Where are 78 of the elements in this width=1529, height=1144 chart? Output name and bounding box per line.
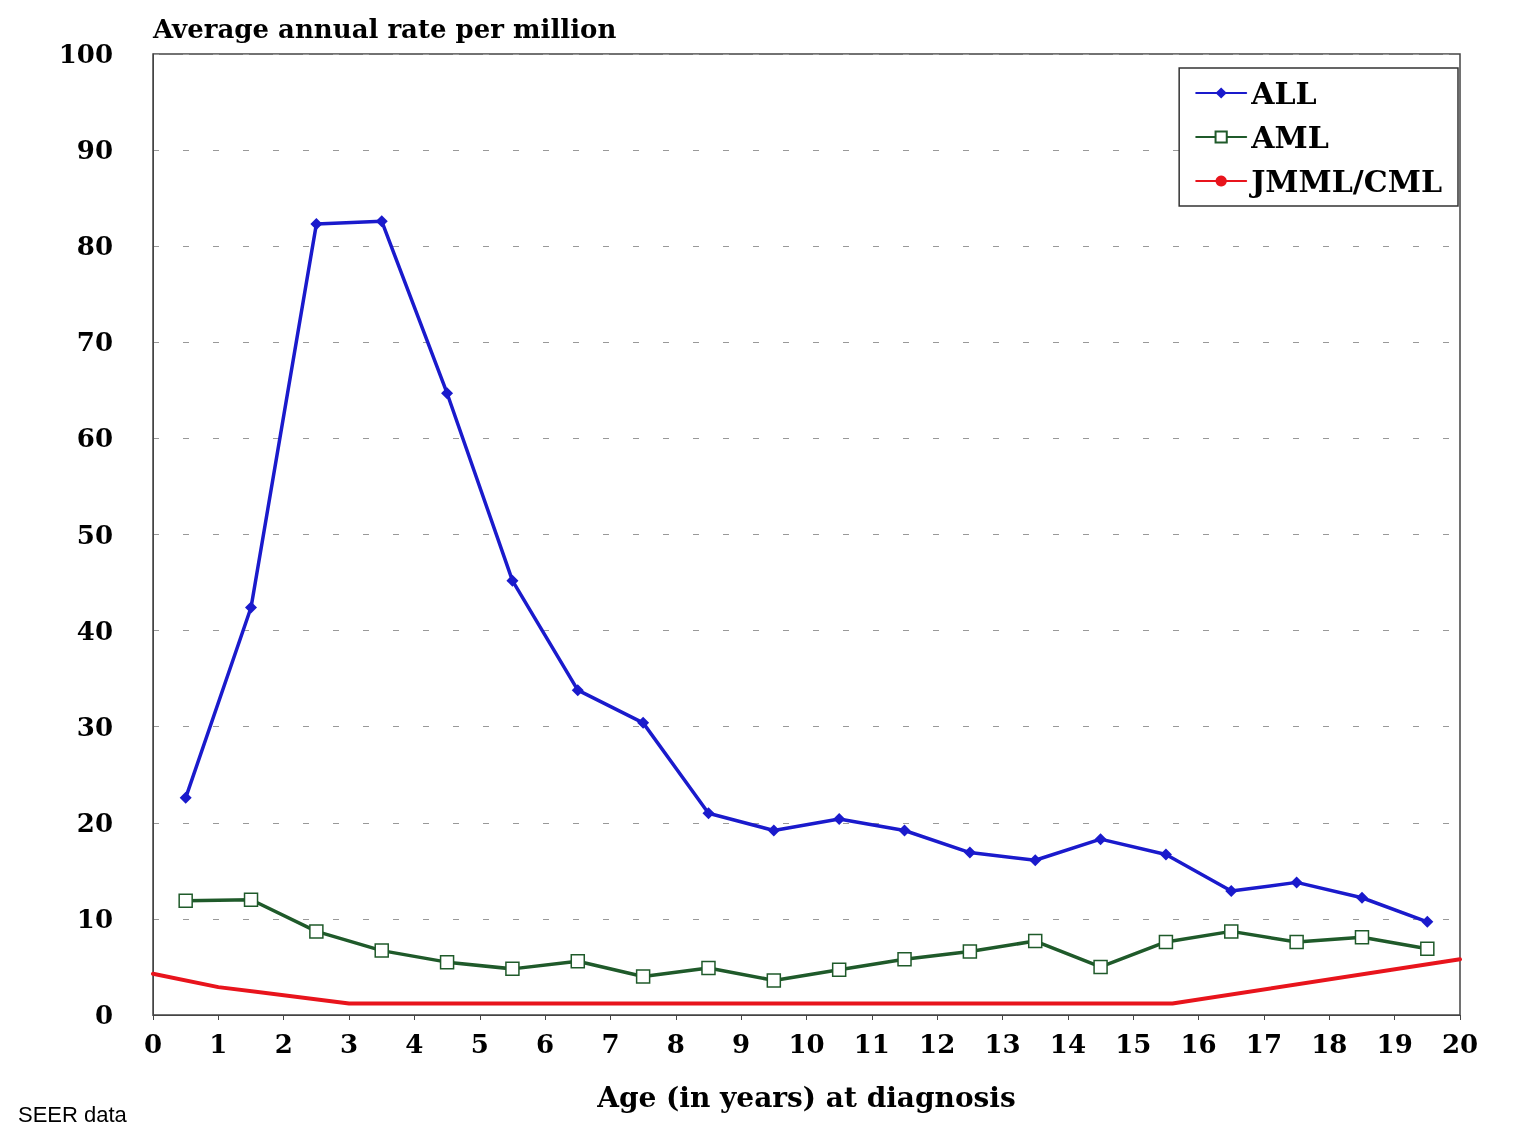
point: [1224, 924, 1239, 939]
y-tick-label: 10: [76, 903, 113, 934]
point: [1029, 854, 1042, 867]
point: [1355, 891, 1368, 904]
point: [962, 944, 978, 959]
x-tick-label: 14: [1049, 1029, 1086, 1059]
point: [439, 954, 455, 970]
text: SEER data: [18, 1101, 128, 1127]
point: [309, 924, 324, 939]
point: [1159, 848, 1172, 861]
point: [635, 969, 651, 984]
x-tick-label: 15: [1115, 1029, 1152, 1059]
point: [571, 684, 584, 697]
x-tick-label: 6: [536, 1029, 555, 1059]
point: [310, 218, 323, 231]
x-tick-label: 7: [601, 1029, 620, 1059]
point: [701, 960, 716, 976]
y-tick-label: 60: [76, 423, 113, 454]
y-tick-label: 100: [58, 39, 113, 69]
point: [374, 943, 389, 958]
x-tick-label: 3: [340, 1029, 359, 1059]
x-tick-label: 19: [1376, 1029, 1413, 1059]
x-tick-label: 18: [1311, 1029, 1348, 1059]
x-tick-label: 0: [143, 1029, 163, 1059]
point: [637, 716, 650, 729]
y-tick-label: 70: [76, 327, 113, 358]
point: [1158, 934, 1174, 950]
x-tick-label: 17: [1245, 1029, 1283, 1059]
y-tick-label: 80: [76, 231, 113, 262]
y-tick-label: 30: [76, 711, 113, 742]
point: [1289, 934, 1304, 950]
x-tick-label: 16: [1180, 1029, 1217, 1059]
point: [1421, 915, 1434, 928]
y-tick-label: 50: [76, 519, 113, 550]
x-tick-label: 20: [1441, 1029, 1479, 1059]
x-tick-label: 12: [919, 1029, 956, 1059]
point: [833, 812, 846, 825]
point: [243, 892, 259, 907]
point: [766, 973, 782, 988]
y-tick-label: 0: [94, 1000, 113, 1030]
point: [506, 574, 519, 587]
x-tick-label: 1: [209, 1029, 228, 1059]
x-tick-label: 11: [853, 1029, 890, 1059]
legend-label: JMML/CML: [1248, 163, 1442, 199]
point: [831, 962, 847, 978]
line-series: [151, 957, 1462, 1006]
point: [178, 893, 193, 908]
x-tick-label: 8: [666, 1029, 685, 1059]
point: [1027, 933, 1043, 949]
point: [897, 952, 912, 967]
x-tick-label: 5: [470, 1029, 489, 1059]
point: [1094, 833, 1107, 846]
legend-label: ALL: [1250, 75, 1317, 111]
point: [245, 601, 258, 614]
y-tick-label: 40: [76, 615, 113, 646]
y-tick-label: 20: [76, 807, 113, 838]
point: [505, 961, 520, 977]
point: [963, 846, 976, 859]
point: [179, 791, 192, 804]
point: [898, 824, 911, 837]
legend-label: AML: [1250, 119, 1329, 155]
point: [702, 807, 715, 820]
x-tick-label: 2: [274, 1029, 293, 1059]
point: [1093, 959, 1108, 975]
point: [1225, 885, 1238, 898]
point: [1354, 929, 1370, 945]
point: [441, 387, 454, 400]
x-tick-label: 13: [984, 1029, 1021, 1059]
x-tick-label: 10: [788, 1029, 825, 1059]
point: [570, 953, 586, 969]
point: [1420, 941, 1435, 956]
y-tick-label: 90: [76, 135, 113, 166]
x-tick-label: 9: [732, 1029, 751, 1059]
x-tick-label: 4: [405, 1029, 424, 1059]
x-axis-title: Age (in years) at diagnosis: [596, 1080, 1016, 1114]
y-axis-title: Average annual rate per million: [152, 14, 617, 44]
point: [1290, 876, 1303, 889]
point: [767, 824, 780, 837]
